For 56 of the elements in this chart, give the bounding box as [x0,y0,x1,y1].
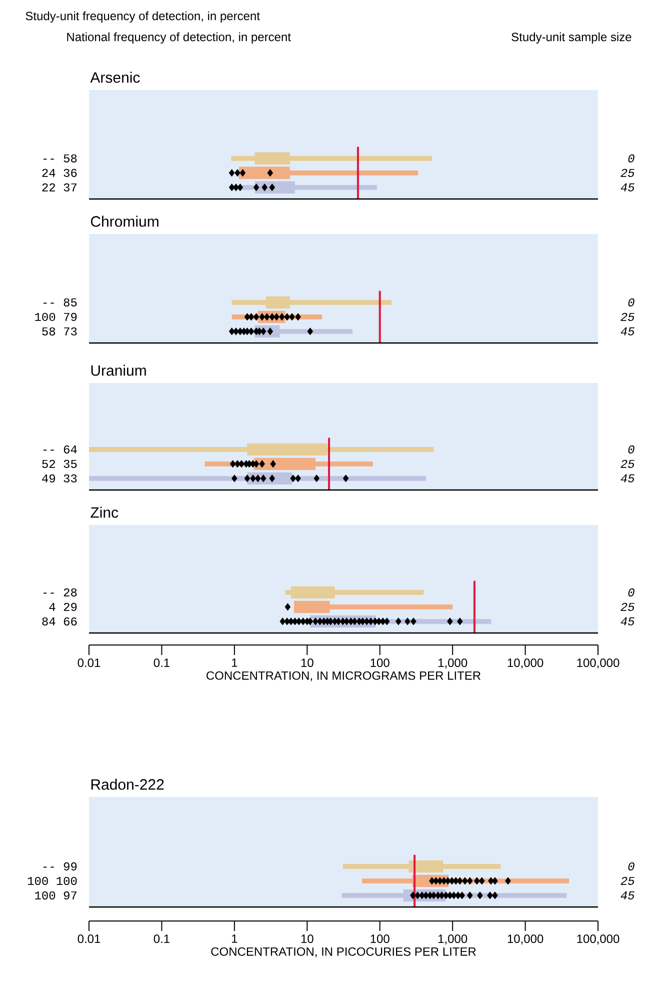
text: 45 [620,891,634,900]
x-tick-label: 10,000 [508,658,544,668]
x-tick-label: 0.01 [78,934,100,944]
text: 45 [620,474,634,482]
text: 0 [628,588,634,596]
y-tick-label: 52 35 [42,460,77,468]
text: 25 [620,876,634,885]
text: National frequency of detection, in percent [67,32,291,44]
x-axis-title: CONCENTRATION, IN MICROGRAMS PER LITER [206,671,481,682]
y-tick-label: 22 37 [42,183,77,192]
y-tick-label: 58 73 [42,327,77,336]
text: 25 [620,460,634,468]
text: Study-unit frequency of detection, in percent [26,11,260,23]
chart-title: Uranium [91,364,146,376]
y-tick-label: 84 66 [42,617,77,626]
y-tick-label: 24 36 [42,168,77,177]
x-tick-label: 1,000 [438,934,468,944]
x-tick-label: 100,000 [577,934,620,944]
x-tick-label: 0.1 [154,658,170,668]
y-tick-label: -- 64 [43,445,77,454]
x-tick-label: 10 [301,934,314,944]
text: 0 [628,298,634,306]
y-tick-label: 100 97 [35,891,77,900]
x-tick-label: 1 [232,658,238,667]
y-tick-label: 100 100 [28,876,77,885]
x-axis-title: CONCENTRATION, IN PICOCURIES PER LITER [211,947,476,958]
chart-title: Radon-222 [91,778,164,790]
text: Study-unit sample size [512,32,632,44]
y-tick-label: -- 85 [43,298,77,306]
y-tick-label: 49 33 [42,474,77,482]
chart-title: Arsenic [90,72,140,83]
chart-title: Zinc [90,506,118,518]
x-tick-label: 100 [370,934,390,944]
x-tick-label: 10,000 [508,934,544,944]
text: 0 [628,154,634,162]
x-tick-label: 0.1 [154,934,170,944]
y-tick-label: 4 29 [49,602,77,611]
x-tick-label: 0.01 [78,658,100,668]
y-tick-label: -- 28 [43,588,77,596]
x-tick-label: 100 [370,658,390,668]
y-tick-label: 100 79 [35,312,77,321]
text: 0 [628,862,634,870]
text: 25 [620,602,634,611]
x-tick-label: 10 [301,658,314,668]
text: 0 [628,445,634,454]
x-tick-label: 100,000 [577,658,620,668]
text: 45 [620,617,634,626]
text: 45 [620,183,634,192]
y-tick-label: -- 99 [43,862,77,870]
text: 45 [620,327,634,336]
chart-title: Chromium [90,216,158,227]
y-tick-label: -- 58 [43,154,77,162]
text: 25 [620,312,634,321]
x-tick-label: 1,000 [438,658,468,668]
text: 25 [620,168,634,177]
x-tick-label: 1 [232,934,238,943]
